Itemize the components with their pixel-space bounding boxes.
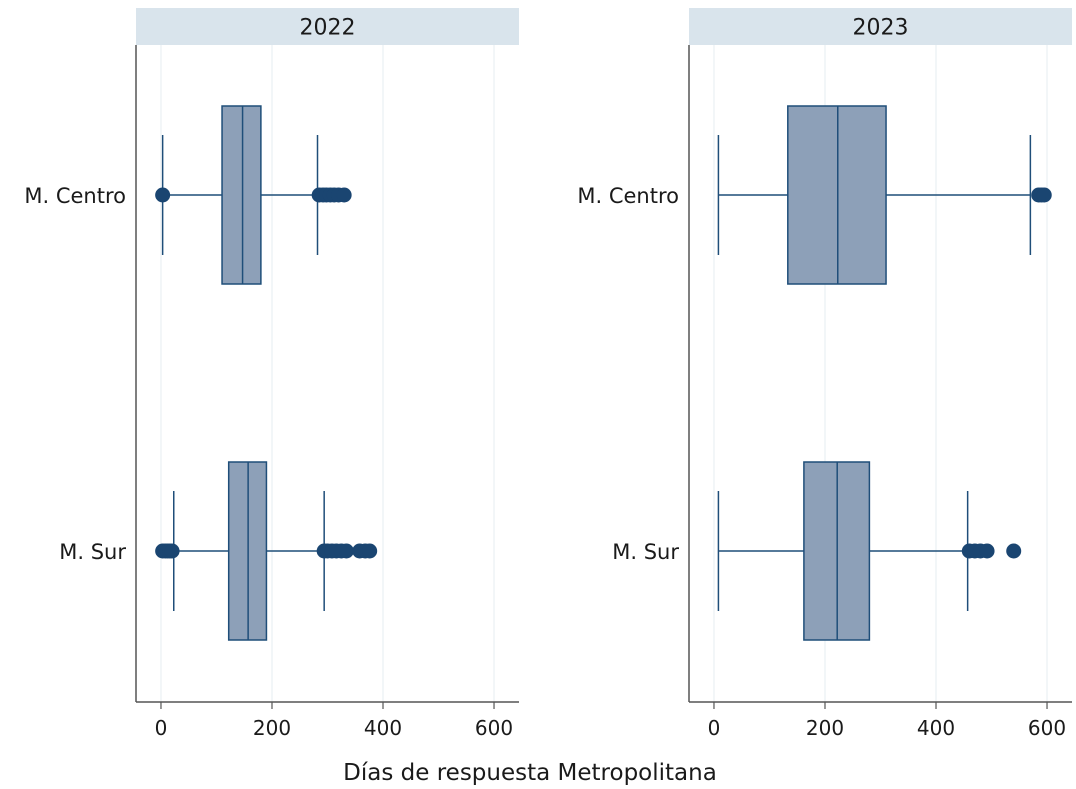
- iqr-box: [221, 105, 262, 285]
- outlier-point: [1036, 187, 1052, 203]
- iqr-box: [787, 105, 887, 285]
- outlier-point: [336, 187, 352, 203]
- outlier-point: [155, 187, 171, 203]
- outlier-point: [362, 543, 378, 559]
- outlier-point: [979, 543, 995, 559]
- x-axis-title: Días de respuesta Metropolitana: [343, 760, 717, 786]
- x-tick-label: 200: [806, 716, 844, 740]
- panel-strip: [689, 8, 1072, 45]
- x-tick-label: 0: [155, 716, 168, 740]
- panel-1: 2023 0 200 400 600 M. Centro M. Sur: [577, 8, 1072, 740]
- outlier-point: [164, 543, 180, 559]
- category-label: M. Sur: [59, 540, 126, 564]
- x-tick-label: 400: [364, 716, 402, 740]
- panel-strip: [136, 8, 519, 45]
- category-label: M. Sur: [612, 540, 679, 564]
- box-group: M. Sur: [59, 461, 378, 641]
- outlier-point: [1006, 543, 1022, 559]
- category-label: M. Centro: [24, 184, 126, 208]
- panel-title: 2023: [853, 16, 909, 41]
- x-tick-label: 200: [253, 716, 291, 740]
- box-group: M. Centro: [577, 105, 1052, 285]
- x-tick-label: 600: [1028, 716, 1066, 740]
- panel-title: 2022: [300, 16, 356, 41]
- panel-0: 2022 0 200 400 600 M. Centro M. Sur: [24, 8, 519, 740]
- outlier-point: [338, 543, 354, 559]
- x-tick-label: 600: [475, 716, 513, 740]
- x-tick-label: 0: [708, 716, 721, 740]
- category-label: M. Centro: [577, 184, 679, 208]
- box-group: M. Sur: [612, 461, 1022, 641]
- box-group: M. Centro: [24, 105, 352, 285]
- x-tick-label: 400: [917, 716, 955, 740]
